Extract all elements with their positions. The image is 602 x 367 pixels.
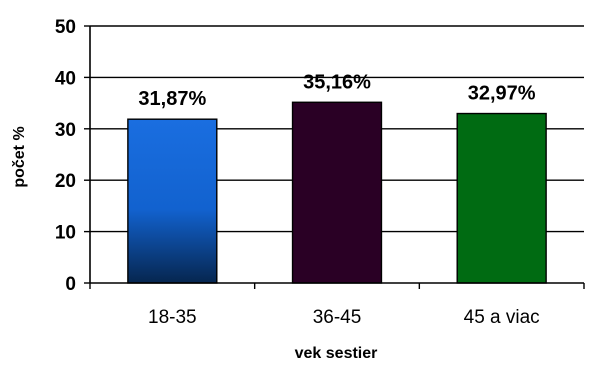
x-tick-label-18-35: 18-35 bbox=[148, 307, 197, 328]
bar-18-35 bbox=[127, 118, 218, 284]
data-label-18-35: 31,87% bbox=[138, 88, 206, 110]
bars bbox=[127, 101, 547, 284]
x-tick-label-36-45: 36-45 bbox=[313, 307, 362, 328]
y-tick-label-50: 50 bbox=[55, 17, 76, 38]
x-tick-labels: 18-35 36-45 45 a viac bbox=[89, 283, 585, 328]
y-tick-label-20: 20 bbox=[55, 171, 76, 192]
x-axis-title: vek sestier bbox=[295, 345, 378, 362]
y-tick-labels: 0 10 20 30 40 50 bbox=[55, 17, 90, 295]
y-axis-title: počet % bbox=[11, 126, 28, 187]
y-tick-label-0: 0 bbox=[65, 274, 76, 295]
axes bbox=[89, 26, 584, 284]
x-tick-label-45-a-viac: 45 a viac bbox=[464, 307, 540, 328]
y-tick-label-10: 10 bbox=[55, 223, 76, 244]
y-tick-label-40: 40 bbox=[55, 68, 76, 89]
bar-36-45 bbox=[291, 101, 383, 284]
bar-45-a-viac bbox=[456, 112, 547, 284]
data-labels: 31,87% 35,16% 32,97% bbox=[138, 71, 535, 110]
y-tick-label-30: 30 bbox=[55, 120, 76, 141]
data-label-45-a-viac: 32,97% bbox=[468, 83, 536, 105]
data-label-36-45: 35,16% bbox=[303, 71, 371, 93]
